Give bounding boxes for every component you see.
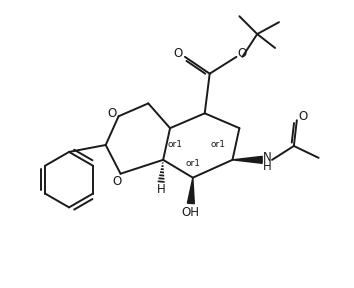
Text: or1: or1 (210, 141, 225, 149)
Text: O: O (298, 110, 307, 123)
Text: or1: or1 (185, 159, 200, 168)
Text: OH: OH (182, 206, 200, 219)
Text: H: H (263, 160, 272, 173)
Polygon shape (187, 178, 194, 204)
Text: O: O (238, 48, 247, 60)
Text: O: O (112, 175, 121, 188)
Polygon shape (233, 156, 262, 163)
Text: H: H (157, 183, 166, 196)
Text: or1: or1 (167, 141, 183, 149)
Text: O: O (173, 48, 183, 60)
Text: O: O (107, 107, 116, 120)
Text: N: N (263, 151, 272, 164)
